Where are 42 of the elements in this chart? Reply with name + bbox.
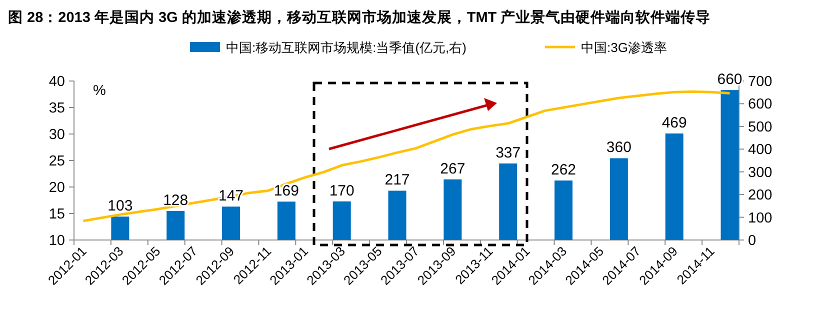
y-tick-label: 15 [48, 206, 65, 222]
y-axis-title: % [93, 83, 106, 99]
bar [499, 163, 518, 240]
y-tick-label: 20 [48, 180, 65, 196]
data-label: 360 [606, 139, 632, 156]
y2-tick-label: 600 [748, 96, 772, 113]
data-label: 660 [717, 71, 742, 88]
bar [332, 201, 351, 240]
y2-tick-label: 200 [748, 188, 772, 204]
bar [166, 210, 185, 240]
bar [277, 202, 296, 240]
bar [665, 133, 684, 240]
bar [222, 206, 240, 240]
y2-tick-label: 700 [748, 74, 772, 90]
bar [610, 158, 628, 240]
bar [388, 190, 406, 240]
y2-tick-label: 500 [748, 119, 772, 136]
bar [554, 180, 573, 240]
data-label: 267 [440, 160, 466, 178]
y2-tick-label: 300 [748, 164, 772, 181]
y-tick-label: 30 [48, 127, 65, 143]
y2-tick-label: 400 [748, 142, 772, 158]
data-label: 128 [163, 192, 188, 209]
data-label: 217 [384, 172, 410, 189]
data-label: 170 [329, 182, 354, 200]
data-label: 169 [274, 182, 299, 200]
y2-tick-label: 0 [748, 233, 756, 249]
legend-label: 中国:3G渗透率 [581, 40, 667, 55]
y2-tick-label: 100 [748, 210, 772, 226]
chart-title: 图 28：2013 年是国内 3G 的加速渗透期，移动互联网市场加速发展，TMT 产业景气由硬件端向软件端传导 [8, 8, 711, 26]
data-label: 103 [108, 198, 133, 215]
y-tick-label: 25 [48, 154, 65, 170]
bar [720, 90, 739, 240]
y-tick-label: 10 [48, 233, 65, 249]
data-label: 262 [551, 161, 576, 178]
y-tick-label: 35 [48, 100, 65, 116]
bar [111, 216, 130, 240]
y-tick-label: 40 [48, 74, 65, 90]
data-label: 469 [662, 114, 687, 132]
bar [444, 179, 462, 240]
legend-label: 中国:移动互联网市场规模:当季值(亿元,右) [226, 40, 466, 55]
data-label: 337 [496, 144, 521, 162]
